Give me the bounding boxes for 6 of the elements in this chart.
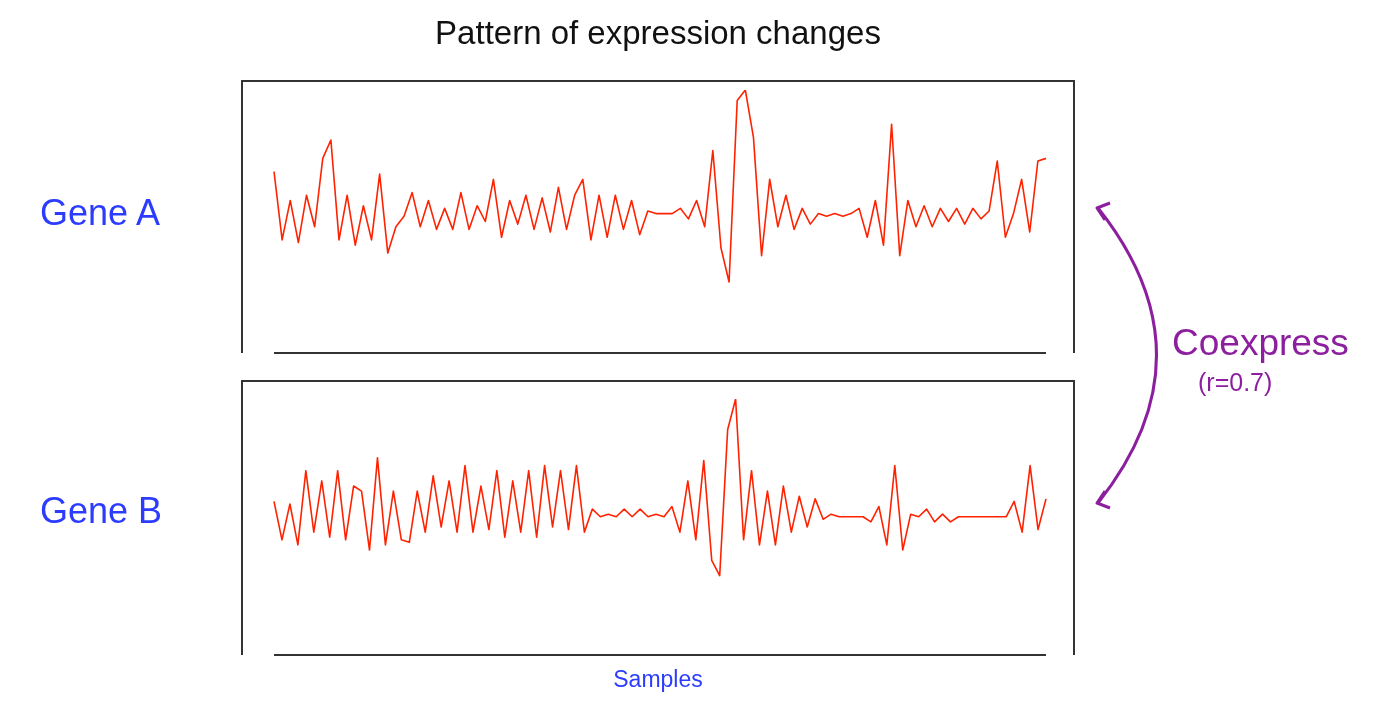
chart-title: Pattern of expression changes bbox=[434, 14, 882, 52]
y-axis-title: Gene A bbox=[40, 192, 161, 234]
text: (r=0.7) bbox=[1198, 368, 1273, 397]
text: Coexpress bbox=[1172, 322, 1349, 364]
x-axis-title: Samples bbox=[612, 666, 704, 693]
y-axis-title: Gene B bbox=[40, 490, 163, 532]
